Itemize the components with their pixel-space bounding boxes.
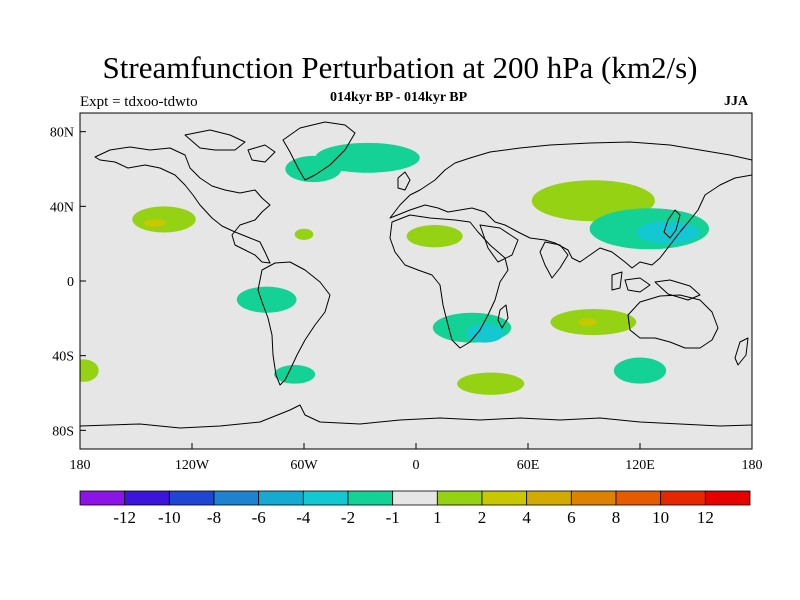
colorbar-swatch: [660, 490, 706, 506]
colorbar-swatch: [526, 490, 572, 506]
colorbar-swatch: [302, 490, 349, 506]
lon-tick-label: 120W: [175, 458, 210, 473]
anomaly-greenland-sea-negative: [285, 155, 342, 183]
lon-tick-label: 60W: [290, 458, 318, 473]
anomaly-north-pacific-positive: [132, 206, 196, 233]
anomaly-south-indian-ocean-core: [578, 318, 598, 326]
lon-tick-label: 180: [742, 458, 763, 473]
lon-tick-label: 180: [70, 458, 91, 473]
colorbar-swatch: [213, 490, 260, 506]
anomaly-sahara-positive: [406, 225, 463, 248]
colorbar-label: 12: [697, 508, 714, 527]
anomaly-north-atlantic-negative: [315, 142, 420, 173]
lat-tick-label: 80N: [50, 126, 74, 141]
colorbar-swatch: [704, 490, 751, 506]
colorbar-label: -8: [207, 508, 221, 527]
map-title: Streamfunction Perturbation at 200 hPa (…: [102, 50, 698, 85]
lat-tick-label: 0: [67, 275, 74, 290]
longitude-axis: 180 120W 60W 0 60E 120E 180: [70, 443, 763, 473]
colorbar-label: 8: [612, 508, 621, 527]
map-background: [80, 113, 752, 449]
colorbar-label: -1: [386, 508, 400, 527]
colorbar-swatch: [258, 490, 304, 506]
anomaly-east-pacific-positive: [80, 359, 99, 382]
colorbar-swatch: [79, 490, 126, 506]
lon-tick-label: 60E: [517, 458, 540, 473]
coastlines: [80, 121, 752, 429]
anomaly-north-pacific-core: [143, 219, 166, 227]
anomaly-southern-ocean-positive: [457, 372, 525, 395]
anomaly-south-america-negative: [236, 286, 297, 313]
colorbar-label: 6: [567, 508, 576, 527]
colorbar-swatch: [570, 490, 617, 506]
colorbar-swatch: [615, 490, 662, 506]
anomaly-south-africa-core: [466, 323, 504, 343]
colorbar-swatch: [124, 490, 170, 506]
map-subtitle: 014kyr BP - 014kyr BP: [330, 90, 468, 105]
colorbar-label: 2: [478, 508, 487, 527]
lat-tick-label: 40N: [50, 200, 74, 215]
colorbar-label: 1: [433, 508, 442, 527]
colorbar-label: -4: [296, 508, 311, 527]
latitude-axis: 80N 40N 0 40S 80S: [50, 126, 86, 439]
colorbar-label: -6: [252, 508, 266, 527]
season-label: JJA: [724, 94, 749, 109]
lon-tick-label: 0: [413, 458, 420, 473]
lat-tick-label: 80S: [52, 424, 74, 439]
lon-tick-label: 120E: [625, 458, 655, 473]
anomaly-west-atlantic-positive: [294, 228, 314, 240]
colorbar-swatch: [168, 490, 215, 506]
lat-tick-label: 40S: [52, 350, 74, 365]
anomaly-south-pacific-negative: [274, 365, 316, 384]
colorbar-swatch: [392, 490, 438, 506]
colorbar-label: 4: [522, 508, 531, 527]
anomaly-east-asia-core: [636, 221, 700, 244]
colorbar-label: -10: [158, 508, 181, 527]
anomaly-australia-south-negative: [613, 357, 667, 384]
colorbar-label: -12: [113, 508, 136, 527]
colorbar-swatch: [436, 490, 483, 506]
colorbar: -12 -10 -8 -6 -4 -2 -1 1 2 4 6 8 10 12: [79, 490, 751, 527]
colorbar-swatch: [347, 490, 394, 506]
anomaly-layer: [80, 142, 710, 395]
colorbar-label: 10: [652, 508, 669, 527]
colorbar-label: -2: [341, 508, 355, 527]
experiment-label: Expt = tdxoo-tdwto: [80, 94, 198, 110]
colorbar-swatch: [481, 490, 528, 506]
